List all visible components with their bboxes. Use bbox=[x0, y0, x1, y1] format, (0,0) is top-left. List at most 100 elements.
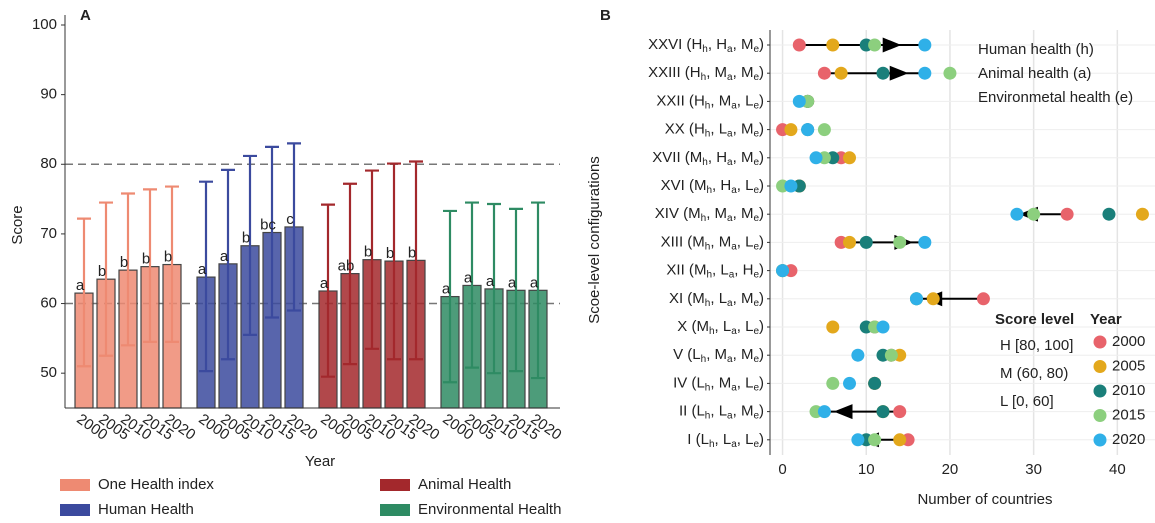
significance-letter: a bbox=[442, 281, 451, 298]
dot bbox=[826, 376, 840, 390]
error-bar bbox=[265, 145, 279, 319]
significance-letter: b bbox=[98, 263, 106, 280]
dot bbox=[776, 264, 790, 278]
dot bbox=[868, 433, 882, 447]
dot bbox=[943, 66, 957, 80]
panel-label: A bbox=[80, 7, 91, 24]
dot bbox=[918, 235, 932, 249]
significance-letter: b bbox=[242, 230, 250, 247]
dot bbox=[918, 38, 932, 52]
x-axis-title: Number of countries bbox=[917, 491, 1052, 508]
dot bbox=[843, 235, 857, 249]
row-label: XXIII (Hh, Ma, Me) bbox=[648, 64, 764, 83]
legend-label: 2020 bbox=[1112, 431, 1145, 448]
legend-label: 2005 bbox=[1112, 357, 1145, 374]
x-tick-label: 10 bbox=[858, 461, 875, 478]
legend-swatch bbox=[380, 504, 410, 516]
row-label: XIII (Mh, Ma, Le) bbox=[661, 233, 764, 252]
dot bbox=[826, 38, 840, 52]
significance-letter: a bbox=[320, 275, 329, 292]
error-bar bbox=[409, 160, 423, 361]
row-label: XXII (Hh, Ma, Le) bbox=[656, 92, 764, 111]
error-bar bbox=[487, 202, 501, 375]
dot bbox=[809, 151, 823, 165]
x-tick-label: 20 bbox=[942, 461, 959, 478]
legend-note: Animal health (a) bbox=[978, 65, 1091, 82]
significance-letter: bc bbox=[260, 216, 276, 233]
legend-label: Animal Health bbox=[418, 476, 511, 493]
significance-letter: b bbox=[386, 245, 394, 262]
dot bbox=[893, 405, 907, 419]
dot bbox=[876, 320, 890, 334]
dot bbox=[817, 405, 831, 419]
dot bbox=[1060, 207, 1074, 221]
dot bbox=[926, 292, 940, 306]
x-tick-label: 40 bbox=[1109, 461, 1126, 478]
legend-dot bbox=[1093, 433, 1107, 447]
legend-label: 2015 bbox=[1112, 406, 1145, 423]
row-label: XII (Mh, La, He) bbox=[666, 262, 764, 281]
error-bar bbox=[143, 188, 157, 343]
x-tick-label: 0 bbox=[778, 461, 786, 478]
error-bar bbox=[387, 162, 401, 361]
y-tick-label: 100 bbox=[32, 16, 57, 33]
y-axis-title: Scoe-level configurations bbox=[586, 156, 603, 324]
panel-label: B bbox=[600, 7, 611, 24]
dot bbox=[817, 66, 831, 80]
significance-letter: a bbox=[198, 261, 207, 278]
error-bar bbox=[343, 182, 357, 366]
y-tick-label: 60 bbox=[40, 295, 57, 312]
significance-letter: a bbox=[530, 274, 539, 291]
significance-letter: b bbox=[408, 244, 416, 261]
significance-letter: a bbox=[508, 274, 517, 291]
row-label: XIV (Mh, Ma, Me) bbox=[655, 205, 764, 224]
dot bbox=[843, 376, 857, 390]
significance-letter: a bbox=[76, 277, 85, 294]
error-bar bbox=[287, 142, 301, 312]
legend-note: Environmetal health (e) bbox=[978, 89, 1133, 106]
significance-letter: b bbox=[164, 249, 172, 266]
legend-dot bbox=[1093, 384, 1107, 398]
significance-letter: b bbox=[142, 251, 150, 268]
error-bar bbox=[99, 201, 113, 357]
legend-dot bbox=[1093, 360, 1107, 373]
legend-label: L [0, 60] bbox=[1000, 393, 1054, 410]
dot bbox=[843, 151, 857, 165]
significance-letter: b bbox=[120, 254, 128, 271]
y-tick-label: 90 bbox=[40, 86, 57, 103]
dot bbox=[868, 38, 882, 52]
legend-swatch bbox=[60, 479, 90, 491]
dot bbox=[784, 123, 798, 137]
dot bbox=[784, 179, 798, 193]
legend-label: Environmental Health bbox=[418, 501, 561, 518]
legend-dot bbox=[1093, 335, 1107, 349]
legend-label: One Health index bbox=[98, 476, 214, 493]
error-bar bbox=[531, 201, 545, 380]
row-label: XVI (Mh, Ha, Le) bbox=[661, 177, 764, 196]
significance-letter: a bbox=[220, 248, 229, 265]
dot bbox=[909, 292, 923, 306]
legend-label: 2010 bbox=[1112, 382, 1145, 399]
legend-label: H [80, 100] bbox=[1000, 337, 1073, 354]
significance-letter: b bbox=[364, 244, 372, 261]
x-tick-label: 30 bbox=[1025, 461, 1042, 478]
row-label: XI (Mh, La, Me) bbox=[669, 290, 764, 309]
error-bar bbox=[509, 207, 523, 373]
legend-note: Human health (h) bbox=[978, 41, 1094, 58]
dot bbox=[868, 376, 882, 390]
error-bar bbox=[365, 169, 379, 350]
row-label: XXVI (Hh, Ha, Me) bbox=[648, 36, 764, 55]
legend-label: M (60, 80) bbox=[1000, 365, 1068, 382]
legend-label: Human Health bbox=[98, 501, 194, 518]
dot bbox=[1135, 207, 1149, 221]
y-tick-label: 50 bbox=[40, 364, 57, 381]
error-bar bbox=[121, 192, 135, 347]
trend-arrow bbox=[1016, 206, 1068, 222]
significance-letter: c bbox=[286, 211, 294, 228]
row-label: I (Lh, La, Le) bbox=[687, 431, 764, 450]
dot bbox=[851, 348, 865, 362]
dot bbox=[817, 123, 831, 137]
dot bbox=[851, 433, 865, 447]
